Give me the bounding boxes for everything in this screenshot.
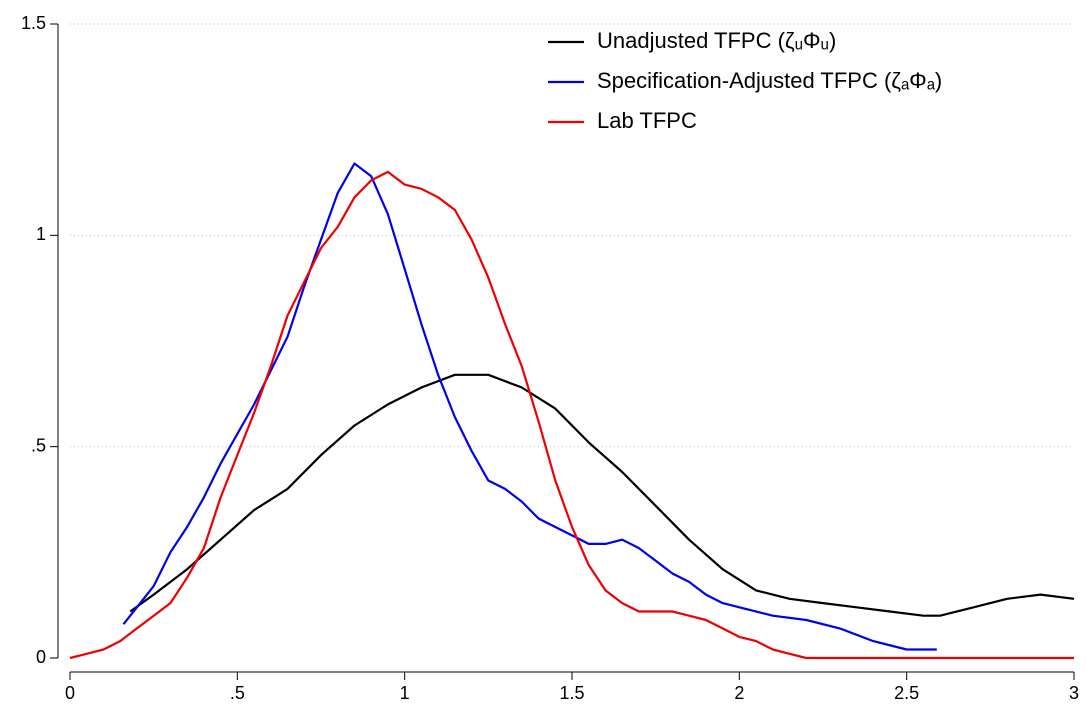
legend-label: Unadjusted TFPC (ζᵤΦᵤ) <box>597 28 836 53</box>
x-tick-label: 1.5 <box>559 683 584 703</box>
line-series <box>69 170 1074 660</box>
x-tick-label: 1 <box>400 683 410 703</box>
y-tick-label: 0 <box>36 647 46 667</box>
legend-label: Lab TFPC <box>597 108 697 133</box>
line-series <box>129 373 1075 617</box>
y-tick-label: 1 <box>36 224 46 244</box>
x-tick-label: .5 <box>230 683 245 703</box>
x-tick-label: 3 <box>1069 683 1079 703</box>
x-tick-label: 2.5 <box>894 683 919 703</box>
x-tick-label: 0 <box>65 683 75 703</box>
y-tick-label: .5 <box>31 435 46 455</box>
legend-label: Specification-Adjusted TFPC (ζₐΦₐ) <box>597 68 942 93</box>
x-tick-label: 2 <box>734 683 744 703</box>
y-tick-label: 1.5 <box>21 13 46 33</box>
line-series <box>122 162 937 651</box>
